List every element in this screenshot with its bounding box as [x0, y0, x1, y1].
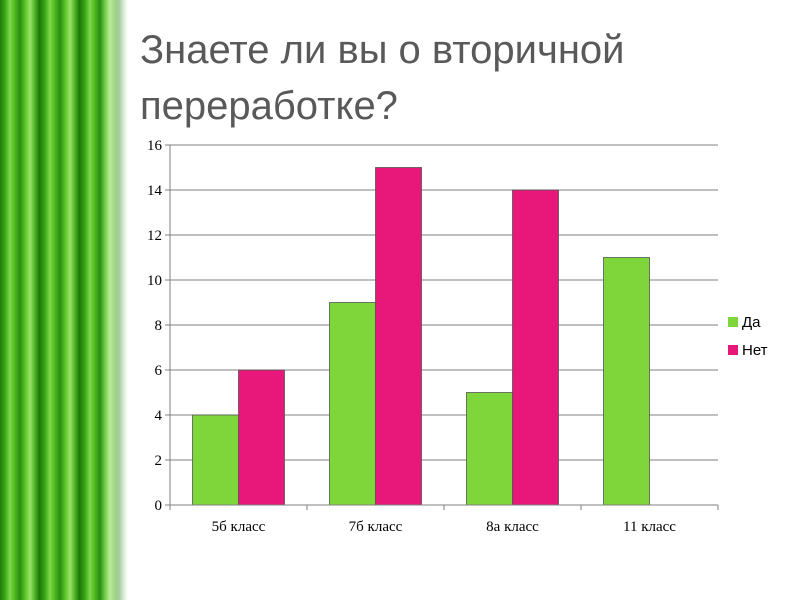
slide-title: Знаете ли вы о вторичной переработке?	[140, 28, 625, 128]
y-tick-label: 2	[155, 453, 163, 469]
bar-net	[375, 167, 422, 506]
bar-net	[238, 369, 285, 506]
bar-da	[466, 392, 513, 506]
legend-swatch	[728, 345, 738, 355]
y-tick-label: 10	[147, 273, 162, 289]
y-tick-label: 14	[147, 183, 163, 199]
bar-net	[512, 189, 559, 506]
bar-da	[603, 257, 650, 506]
x-tick-label: 11 класс	[623, 519, 676, 535]
x-tick-label: 5б класс	[212, 519, 266, 535]
legend-label: Да	[742, 314, 761, 331]
y-tick-label: 16	[147, 138, 163, 154]
legend-label: Нет	[742, 342, 768, 359]
y-tick-label: 8	[155, 318, 163, 334]
bar-da	[192, 414, 239, 506]
y-tick-label: 0	[155, 498, 163, 514]
bar-da	[329, 302, 376, 506]
y-tick-label: 6	[155, 363, 163, 379]
x-tick-label: 7б класс	[349, 519, 403, 535]
y-tick-label: 4	[155, 408, 163, 424]
y-tick-label: 12	[147, 228, 162, 244]
x-tick-label: 8а класс	[486, 519, 539, 535]
decorative-stripe	[0, 0, 128, 600]
legend-swatch	[728, 317, 738, 327]
